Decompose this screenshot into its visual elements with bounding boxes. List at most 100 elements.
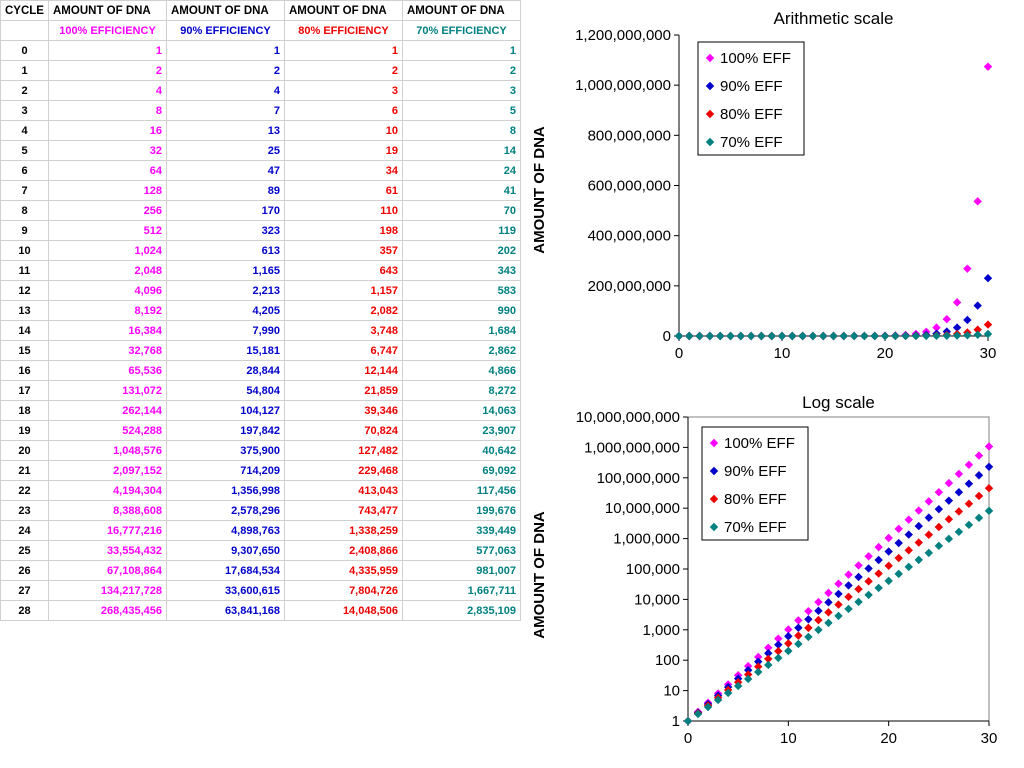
dna-cell: 8: [48, 100, 167, 121]
dna-cell: 202: [402, 240, 521, 261]
cycle-cell: 25: [0, 540, 49, 561]
data-point: [932, 331, 941, 341]
data-point: [964, 520, 974, 530]
data-point: [864, 552, 873, 561]
y-axis-title: AMOUNT OF DNA: [531, 511, 548, 639]
data-point: [911, 331, 921, 341]
dna-cell: 323: [166, 220, 285, 241]
x-tick-label: 0: [684, 730, 692, 747]
data-point: [834, 600, 843, 609]
y-tick-label: 1,000: [642, 622, 680, 639]
cycle-cell: 20: [0, 440, 49, 461]
data-point: [891, 331, 900, 341]
data-point: [894, 524, 903, 534]
dna-cell: 2,578,296: [166, 500, 285, 521]
header-cycle: CYCLE: [0, 0, 49, 21]
data-point: [834, 589, 843, 599]
data-point: [784, 632, 793, 641]
dna-cell: 2: [284, 60, 403, 81]
arithmetic-scale-chart: Arithmetic scale 0 200,000,000 400,000,000 6…: [531, 9, 996, 362]
data-point: [794, 631, 803, 640]
data-point: [914, 506, 923, 515]
dna-cell: 117,456: [402, 480, 521, 501]
legend-entry: 90% EFF: [724, 463, 787, 480]
data-point: [964, 499, 974, 508]
data-point: [880, 331, 890, 341]
dna-cell: 24: [402, 160, 521, 181]
data-point: [844, 581, 853, 590]
data-point: [726, 331, 735, 341]
dna-cell: 65,536: [48, 360, 167, 381]
data-point: [784, 646, 793, 656]
y-tick-label: 200,000,000: [588, 278, 671, 295]
table-row: 19 524,288 197,842 70,824 23,907: [0, 420, 521, 441]
data-point: [834, 611, 843, 621]
y-tick-label: 100: [655, 652, 680, 669]
data-point: [757, 331, 766, 341]
data-point: [973, 330, 982, 339]
dna-cell: 743,477: [284, 500, 403, 521]
data-point: [767, 331, 776, 341]
data-point: [974, 471, 984, 480]
dna-cell: 343: [402, 260, 521, 281]
data-point: [884, 576, 893, 586]
cycle-cell: 26: [0, 560, 49, 581]
dna-cell: 15,181: [166, 340, 285, 361]
dna-cell: 67,108,864: [48, 560, 167, 581]
dna-cell: 39,346: [284, 400, 403, 421]
data-point: [854, 584, 863, 594]
dna-cell: 128: [48, 180, 167, 201]
table-row: 9 512 323 198 119: [0, 220, 521, 241]
header-dna-70: AMOUNT OF DNA: [402, 0, 521, 21]
dna-cell: 9,307,650: [166, 540, 285, 561]
dna-cell: 8,272: [402, 380, 521, 401]
cycle-cell: 6: [0, 160, 49, 181]
dna-cell: 524,288: [48, 420, 167, 441]
dna-cell: 8,192: [48, 300, 167, 321]
data-point: [984, 442, 994, 451]
table-row: 16 65,536 28,844 12,144 4,866: [0, 360, 521, 381]
header-dna-90: AMOUNT OF DNA: [166, 0, 285, 21]
data-point: [824, 608, 833, 617]
legend-marker: [709, 438, 719, 448]
data-point: [884, 547, 893, 556]
table-row: 11 2,048 1,165 643 343: [0, 260, 521, 281]
data-point: [804, 632, 813, 642]
dna-cell: 134,217,728: [48, 580, 167, 601]
dna-table-container: CYCLE AMOUNT OF DNA AMOUNT OF DNA AMOUNT…: [0, 0, 522, 621]
data-point: [974, 491, 984, 501]
legend-entry: 100% EFF: [724, 435, 795, 452]
subheader-cycle: [0, 20, 49, 41]
legend-entry: 80% EFF: [720, 106, 783, 123]
dna-cell: 2,213: [166, 280, 285, 301]
dna-cell: 28,844: [166, 360, 285, 381]
table-row: 8 256 170 110 70: [0, 200, 521, 221]
cycle-cell: 14: [0, 320, 49, 341]
dna-cell: 1,684: [402, 320, 521, 341]
dna-cell: 170: [166, 200, 285, 221]
dna-cell: 1,024: [48, 240, 167, 261]
cycle-cell: 23: [0, 500, 49, 521]
dna-cell: 1,165: [166, 260, 285, 281]
data-point: [904, 546, 913, 555]
data-point: [952, 331, 962, 340]
dna-amount-table: CYCLE AMOUNT OF DNA AMOUNT OF DNA AMOUNT…: [0, 0, 521, 621]
y-tick-label: 10,000,000: [605, 500, 680, 517]
cycle-cell: 11: [0, 260, 49, 281]
y-tick-label: 800,000,000: [588, 127, 671, 144]
data-point: [854, 597, 863, 607]
data-point: [924, 513, 933, 522]
data-point: [764, 660, 773, 670]
dna-cell: 64: [48, 160, 167, 181]
data-point: [754, 667, 763, 677]
dna-cell: 357: [284, 240, 403, 261]
table-row: 18 262,144 104,127 39,346 14,063: [0, 400, 521, 421]
data-point: [894, 553, 903, 563]
data-point: [754, 652, 763, 662]
dna-cell: 4,194,304: [48, 480, 167, 501]
dna-cell: 643: [284, 260, 403, 281]
data-point: [854, 561, 863, 570]
table-row: 4 16 13 10 8: [0, 120, 521, 141]
data-point: [874, 542, 883, 552]
